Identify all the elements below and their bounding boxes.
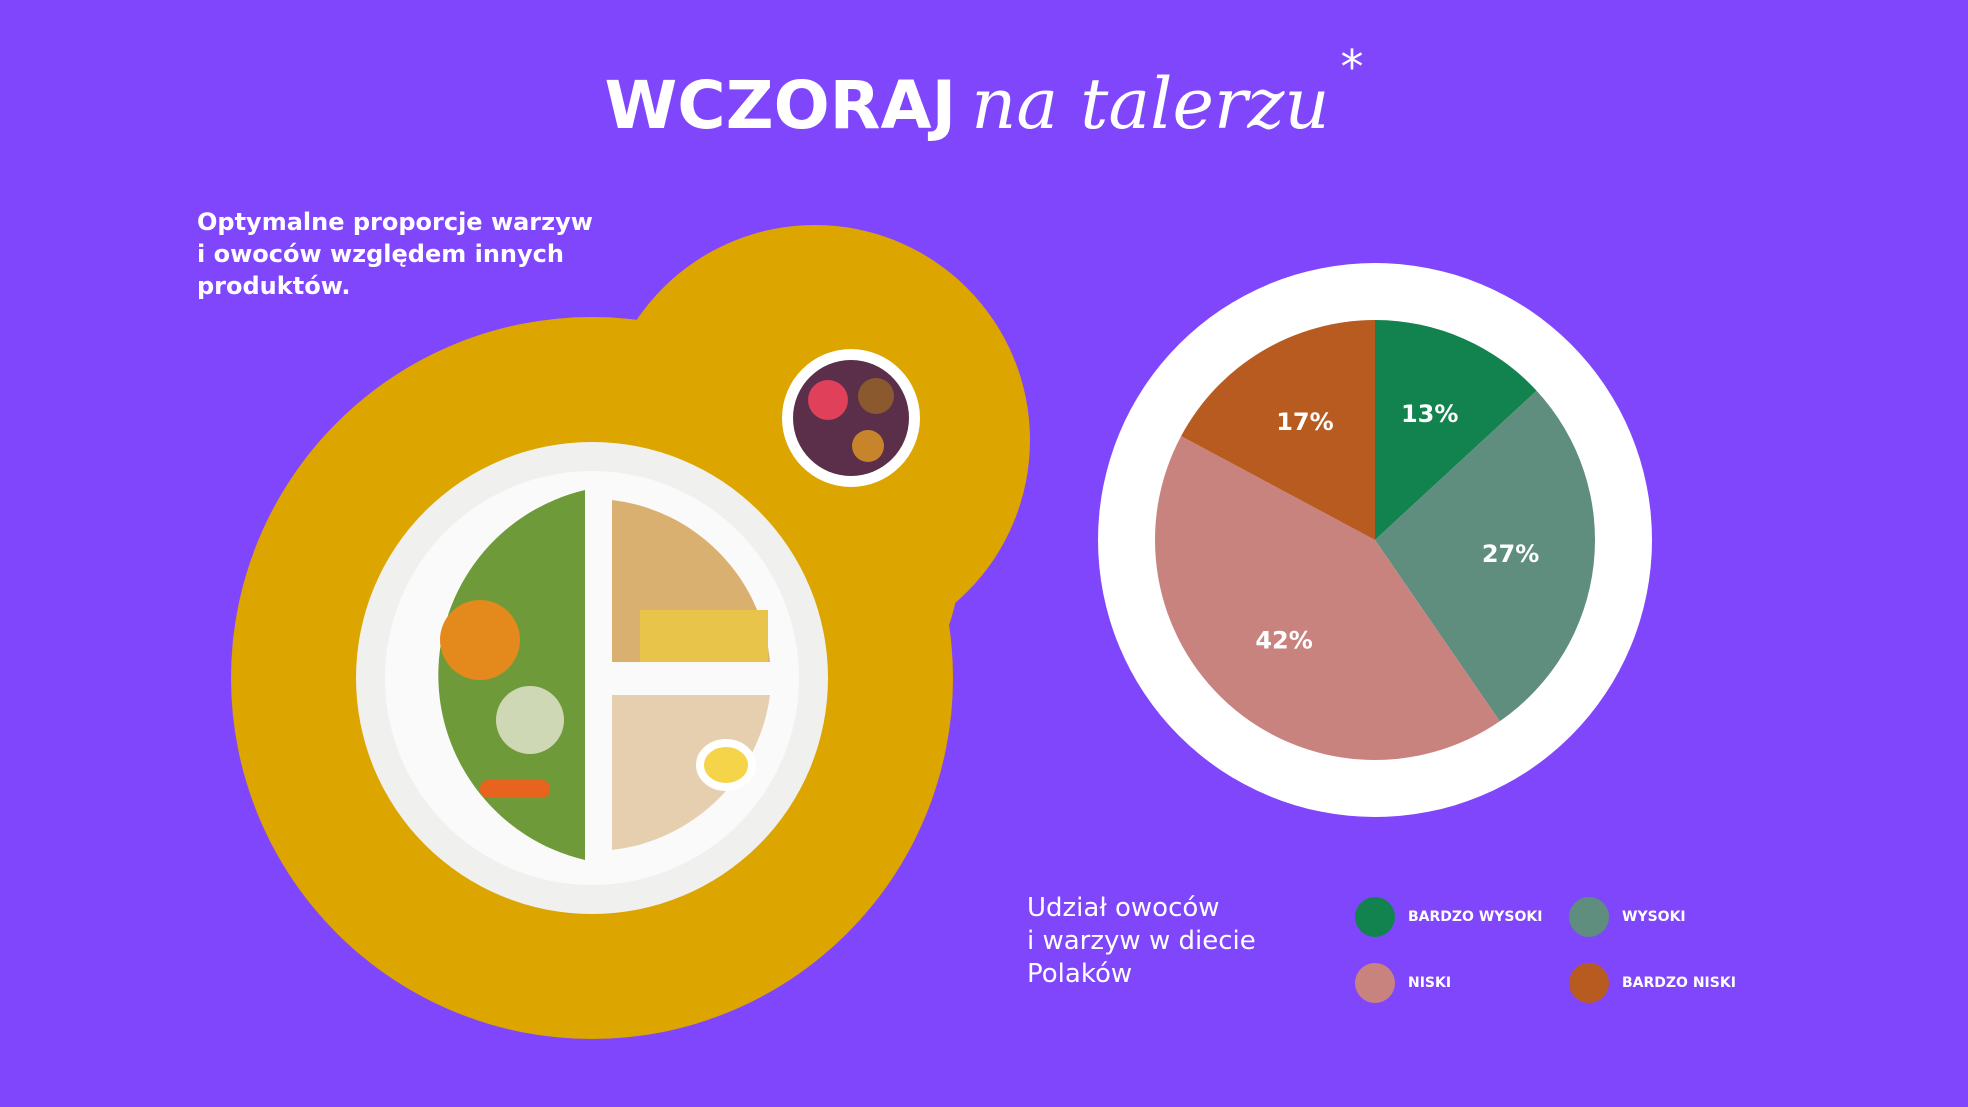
slice-label: 13% [1401, 400, 1458, 428]
title-bold: WCZORAJ [604, 67, 956, 144]
berries [858, 378, 894, 414]
slice-label: 27% [1482, 540, 1539, 568]
slice-label: 42% [1255, 627, 1312, 655]
legend-swatch [1569, 963, 1609, 1003]
vegetables [440, 600, 520, 680]
egg [696, 739, 756, 791]
legend-label: WYSOKI [1622, 909, 1686, 925]
berries [852, 430, 884, 462]
legend-label: NISKI [1408, 975, 1451, 991]
slice-label: 17% [1276, 408, 1333, 436]
protein [612, 695, 770, 850]
berries [808, 380, 848, 420]
title-asterisk: * [1341, 40, 1364, 94]
berries [793, 360, 909, 476]
intro-line: Optymalne proporcje warzyw [197, 208, 593, 236]
legend-label: BARDZO WYSOKI [1408, 909, 1542, 925]
intro-line: produktów. [197, 272, 350, 300]
vegetables [438, 490, 585, 860]
vegetables [480, 780, 550, 798]
pie-slice [1154, 436, 1500, 761]
pie-slice [1375, 320, 1537, 540]
caption-line: i warzyw w diecie [1027, 926, 1256, 956]
intro-line: i owoców względem innych [197, 240, 564, 268]
pie-slice [1181, 320, 1375, 540]
pie: 13% 27% 42% 17% [1154, 320, 1595, 761]
legend-swatch [1355, 897, 1395, 937]
legend-swatch [1569, 897, 1609, 937]
title-script: na talerzu [971, 63, 1329, 145]
legend: BARDZO WYSOKI WYSOKI NISKI BARDZO NISKI [1355, 897, 1736, 1003]
plate-illustration [231, 225, 1030, 1039]
caption-line: Polaków [1027, 959, 1132, 989]
vegetables [496, 686, 564, 754]
intro: Optymalne proporcje warzyw i owoców wzgl… [197, 208, 593, 300]
pie-slice [1375, 390, 1595, 722]
grains [640, 610, 768, 662]
legend-label: BARDZO NISKI [1622, 975, 1736, 991]
caption-line: Udział owoców [1027, 893, 1220, 923]
title: WCZORAJ na talerzu * [604, 40, 1363, 145]
legend-swatch [1355, 963, 1395, 1003]
caption: Udział owoców i warzyw w diecie Polaków [1027, 893, 1256, 989]
